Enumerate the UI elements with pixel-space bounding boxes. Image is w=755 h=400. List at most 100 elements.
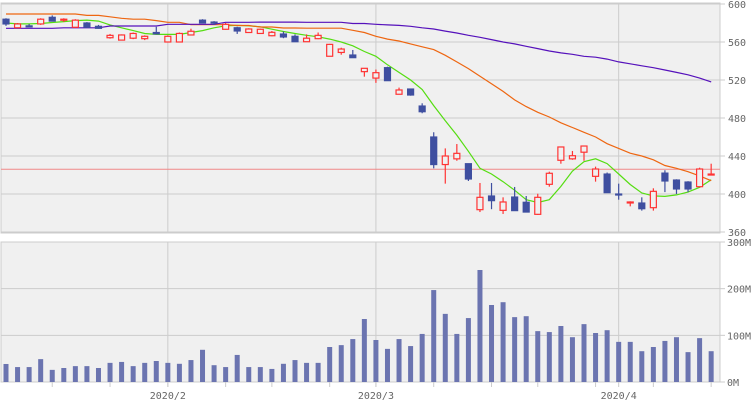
- volume-bar: [200, 349, 206, 382]
- candle-body: [418, 105, 426, 113]
- volume-bar: [26, 367, 32, 382]
- volume-bar: [477, 270, 483, 382]
- price-tick-label: 480: [728, 114, 746, 125]
- volume-bar: [685, 352, 691, 382]
- volume-bar: [396, 339, 402, 382]
- volume-bar: [593, 333, 599, 382]
- volume-bar: [627, 341, 633, 382]
- volume-bar: [211, 365, 217, 382]
- volume-bar: [639, 351, 645, 382]
- candle-body: [534, 196, 542, 215]
- candle-body: [291, 35, 299, 43]
- candle-body: [164, 35, 172, 43]
- price-tick-label: 520: [728, 76, 746, 87]
- candle-body: [487, 195, 496, 202]
- volume-bar: [176, 363, 182, 382]
- candle-body: [349, 54, 357, 59]
- moving-average-line: [6, 13, 712, 182]
- candle-body: [198, 19, 207, 24]
- volume-bar: [107, 362, 113, 382]
- volume-bar: [673, 337, 679, 382]
- price-tick-label: 600: [728, 0, 746, 11]
- volume-bar: [153, 361, 159, 382]
- candle-body: [117, 34, 126, 41]
- candle-body: [499, 201, 507, 211]
- candle-body: [372, 72, 380, 79]
- volume-bar: [708, 351, 714, 382]
- candle-body: [94, 25, 103, 29]
- moving-average-line: [5, 19, 712, 204]
- candle-body: [2, 18, 10, 25]
- candle-body: [638, 202, 646, 210]
- month-label: 2020/3: [358, 391, 394, 400]
- candle-body: [233, 27, 241, 32]
- candle-body: [302, 37, 311, 43]
- candle-body: [383, 67, 392, 82]
- price-tick-label: 440: [728, 152, 746, 163]
- candle-body: [71, 19, 79, 28]
- price-tick-label: 560: [728, 38, 746, 49]
- candle-body: [522, 201, 530, 213]
- candle-body: [222, 23, 230, 30]
- candle-body: [60, 18, 68, 21]
- volume-bar: [84, 366, 90, 382]
- candle-body: [314, 34, 322, 40]
- volume-bar: [130, 366, 136, 382]
- moving-average-line: [6, 21, 712, 83]
- candle-body: [672, 179, 681, 190]
- candle-body: [210, 21, 218, 24]
- candle-body: [557, 146, 565, 161]
- volume-bar: [442, 313, 448, 382]
- candle-body: [464, 163, 472, 180]
- volume-bar: [292, 360, 298, 382]
- volume-bar: [662, 340, 668, 382]
- volume-bar: [569, 337, 575, 382]
- volume-bar: [546, 332, 552, 382]
- candle-body: [48, 16, 56, 22]
- price-tick-label: 360: [728, 228, 746, 239]
- volume-bar: [338, 345, 344, 382]
- volume-bar: [165, 362, 171, 382]
- candle-body: [141, 35, 149, 40]
- volume-bar: [49, 369, 55, 382]
- volume-bar: [15, 367, 21, 382]
- candle-body: [175, 32, 183, 43]
- volume-bar: [616, 341, 622, 382]
- candle-body: [591, 168, 600, 177]
- candle-body: [615, 193, 623, 196]
- volume-bars: [3, 270, 714, 382]
- volume-bar: [361, 319, 367, 382]
- volume-panel: [0, 241, 721, 383]
- candle-body: [129, 32, 137, 39]
- volume-tick-label: 0M: [727, 378, 739, 389]
- volume-bar: [119, 361, 125, 382]
- volume-tick-label: 100M: [727, 331, 751, 342]
- volume-bar: [142, 362, 148, 382]
- candle-body: [37, 18, 45, 25]
- candle-body: [152, 31, 160, 35]
- volume-bar: [465, 318, 471, 382]
- candle-body: [326, 43, 334, 57]
- volume-bar: [257, 367, 263, 382]
- candle-body: [407, 88, 415, 96]
- candle-body: [511, 196, 519, 212]
- volume-bar: [500, 302, 506, 382]
- volume-bar: [246, 367, 252, 382]
- candle-body: [430, 136, 438, 166]
- volume-bar: [95, 368, 101, 382]
- x-axis-labels: 2020/2 2020/3 2020/4: [150, 391, 637, 400]
- volume-bar: [234, 354, 240, 382]
- volume-bar: [384, 348, 390, 382]
- month-label: 2020/4: [601, 391, 637, 400]
- candle-body: [279, 33, 288, 38]
- candle-body: [707, 173, 715, 176]
- candle-body: [441, 155, 449, 166]
- volume-bar: [604, 330, 610, 382]
- candle-body: [360, 67, 368, 73]
- volume-bar: [304, 362, 310, 382]
- candle-body: [545, 172, 553, 185]
- volume-bar: [523, 316, 529, 382]
- candle-body: [649, 190, 657, 209]
- candle-body: [695, 168, 704, 188]
